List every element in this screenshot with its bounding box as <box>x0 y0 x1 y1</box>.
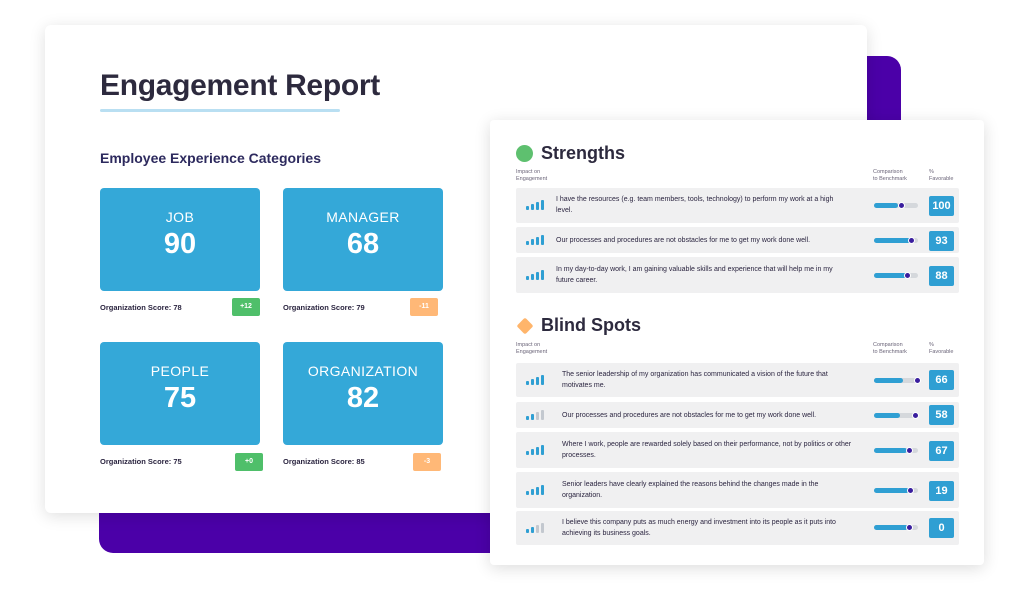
favorable-column-label: % Favorable <box>929 342 954 355</box>
benchmark-bar <box>874 377 921 384</box>
strength-row[interactable]: I have the resources (e.g. team members,… <box>516 188 959 223</box>
favorable-percent: 100 <box>929 196 954 216</box>
benchmark-bar <box>874 202 918 209</box>
score-delta-badge: -11 <box>410 298 438 316</box>
blind-spot-row[interactable]: Our processes and procedures are not obs… <box>516 402 959 428</box>
impact-signal-icon <box>526 523 544 533</box>
category-label: MANAGER <box>326 209 400 225</box>
category-label: ORGANIZATION <box>307 363 419 379</box>
impact-signal-icon <box>526 485 544 495</box>
impact-signal-icon <box>526 235 544 245</box>
organization-score: Organization Score: 78 <box>100 303 182 312</box>
title-underline <box>100 109 340 112</box>
score-delta-badge: -3 <box>413 453 441 471</box>
organization-score: Organization Score: 85 <box>283 457 365 466</box>
benchmark-bar <box>874 412 920 419</box>
category-score: 90 <box>163 228 197 260</box>
favorable-percent: 93 <box>929 231 954 251</box>
statement-text: Senior leaders have clearly explained th… <box>562 481 819 499</box>
impact-column-label: Impact on Engagement <box>516 169 548 182</box>
survey-results-card: Strengths Impact on Engagement Comparison… <box>490 120 984 565</box>
category-tile-job[interactable]: JOB 90 <box>100 188 260 291</box>
comparison-column-label: Comparison to Benchmark <box>873 342 907 355</box>
blind-spot-row[interactable]: The senior leadership of my organization… <box>516 363 959 397</box>
impact-signal-icon <box>526 375 544 385</box>
benchmark-bar <box>874 237 918 244</box>
impact-signal-icon <box>526 200 544 210</box>
statement-text: In my day-to-day work, I am gaining valu… <box>556 266 833 284</box>
strengths-title: Strengths <box>541 143 626 163</box>
impact-signal-icon <box>526 445 544 455</box>
blind-spot-row[interactable]: Senior leaders have clearly explained th… <box>516 472 959 508</box>
statement-text: Our processes and procedures are not obs… <box>562 412 817 419</box>
statement-text: Our processes and procedures are not obs… <box>556 237 811 244</box>
strengths-header: Strengths <box>516 143 625 164</box>
green-circle-icon <box>516 145 533 162</box>
category-tile-people[interactable]: PEOPLE 75 <box>100 342 260 445</box>
favorable-percent: 58 <box>929 405 954 425</box>
benchmark-bar <box>874 447 918 454</box>
category-label: JOB <box>165 209 195 225</box>
category-tile-manager[interactable]: MANAGER 68 <box>283 188 443 291</box>
organization-score: Organization Score: 75 <box>100 457 182 466</box>
category-tile-organization[interactable]: ORGANIZATION 82 <box>283 342 443 445</box>
impact-signal-icon <box>526 410 544 420</box>
favorable-percent: 19 <box>929 481 954 501</box>
statement-text: I have the resources (e.g. team members,… <box>556 196 834 214</box>
blind-spots-title: Blind Spots <box>541 315 641 335</box>
category-score: 82 <box>346 382 380 414</box>
orange-diamond-icon <box>516 317 534 334</box>
statement-text: The senior leadership of my organization… <box>562 371 828 389</box>
score-delta-badge: +12 <box>232 298 260 316</box>
blind-spot-row[interactable]: I believe this company puts as much ener… <box>516 511 959 545</box>
impact-column-label: Impact on Engagement <box>516 342 548 355</box>
section-title: Employee Experience Categories <box>100 150 321 166</box>
blind-spots-header: Blind Spots <box>516 315 641 336</box>
favorable-column-label: % Favorable <box>929 169 954 182</box>
favorable-percent: 88 <box>929 266 954 286</box>
benchmark-bar <box>874 524 918 531</box>
category-score: 68 <box>346 228 380 260</box>
strength-row[interactable]: Our processes and procedures are not obs… <box>516 227 959 253</box>
page-title: Engagement Report <box>100 69 380 102</box>
statement-text: I believe this company puts as much ener… <box>562 519 836 537</box>
benchmark-bar <box>874 272 918 279</box>
strength-row[interactable]: In my day-to-day work, I am gaining valu… <box>516 257 959 293</box>
score-delta-badge: +0 <box>235 453 263 471</box>
blind-spot-row[interactable]: Where I work, people are rewarded solely… <box>516 432 959 468</box>
favorable-percent: 0 <box>929 518 954 538</box>
benchmark-bar <box>874 487 918 494</box>
statement-text: Where I work, people are rewarded solely… <box>562 441 852 459</box>
favorable-percent: 66 <box>929 370 954 390</box>
category-label: PEOPLE <box>150 363 210 379</box>
impact-signal-icon <box>526 270 544 280</box>
organization-score: Organization Score: 79 <box>283 303 365 312</box>
favorable-percent: 67 <box>929 441 954 461</box>
category-score: 75 <box>163 382 197 414</box>
comparison-column-label: Comparison to Benchmark <box>873 169 907 182</box>
